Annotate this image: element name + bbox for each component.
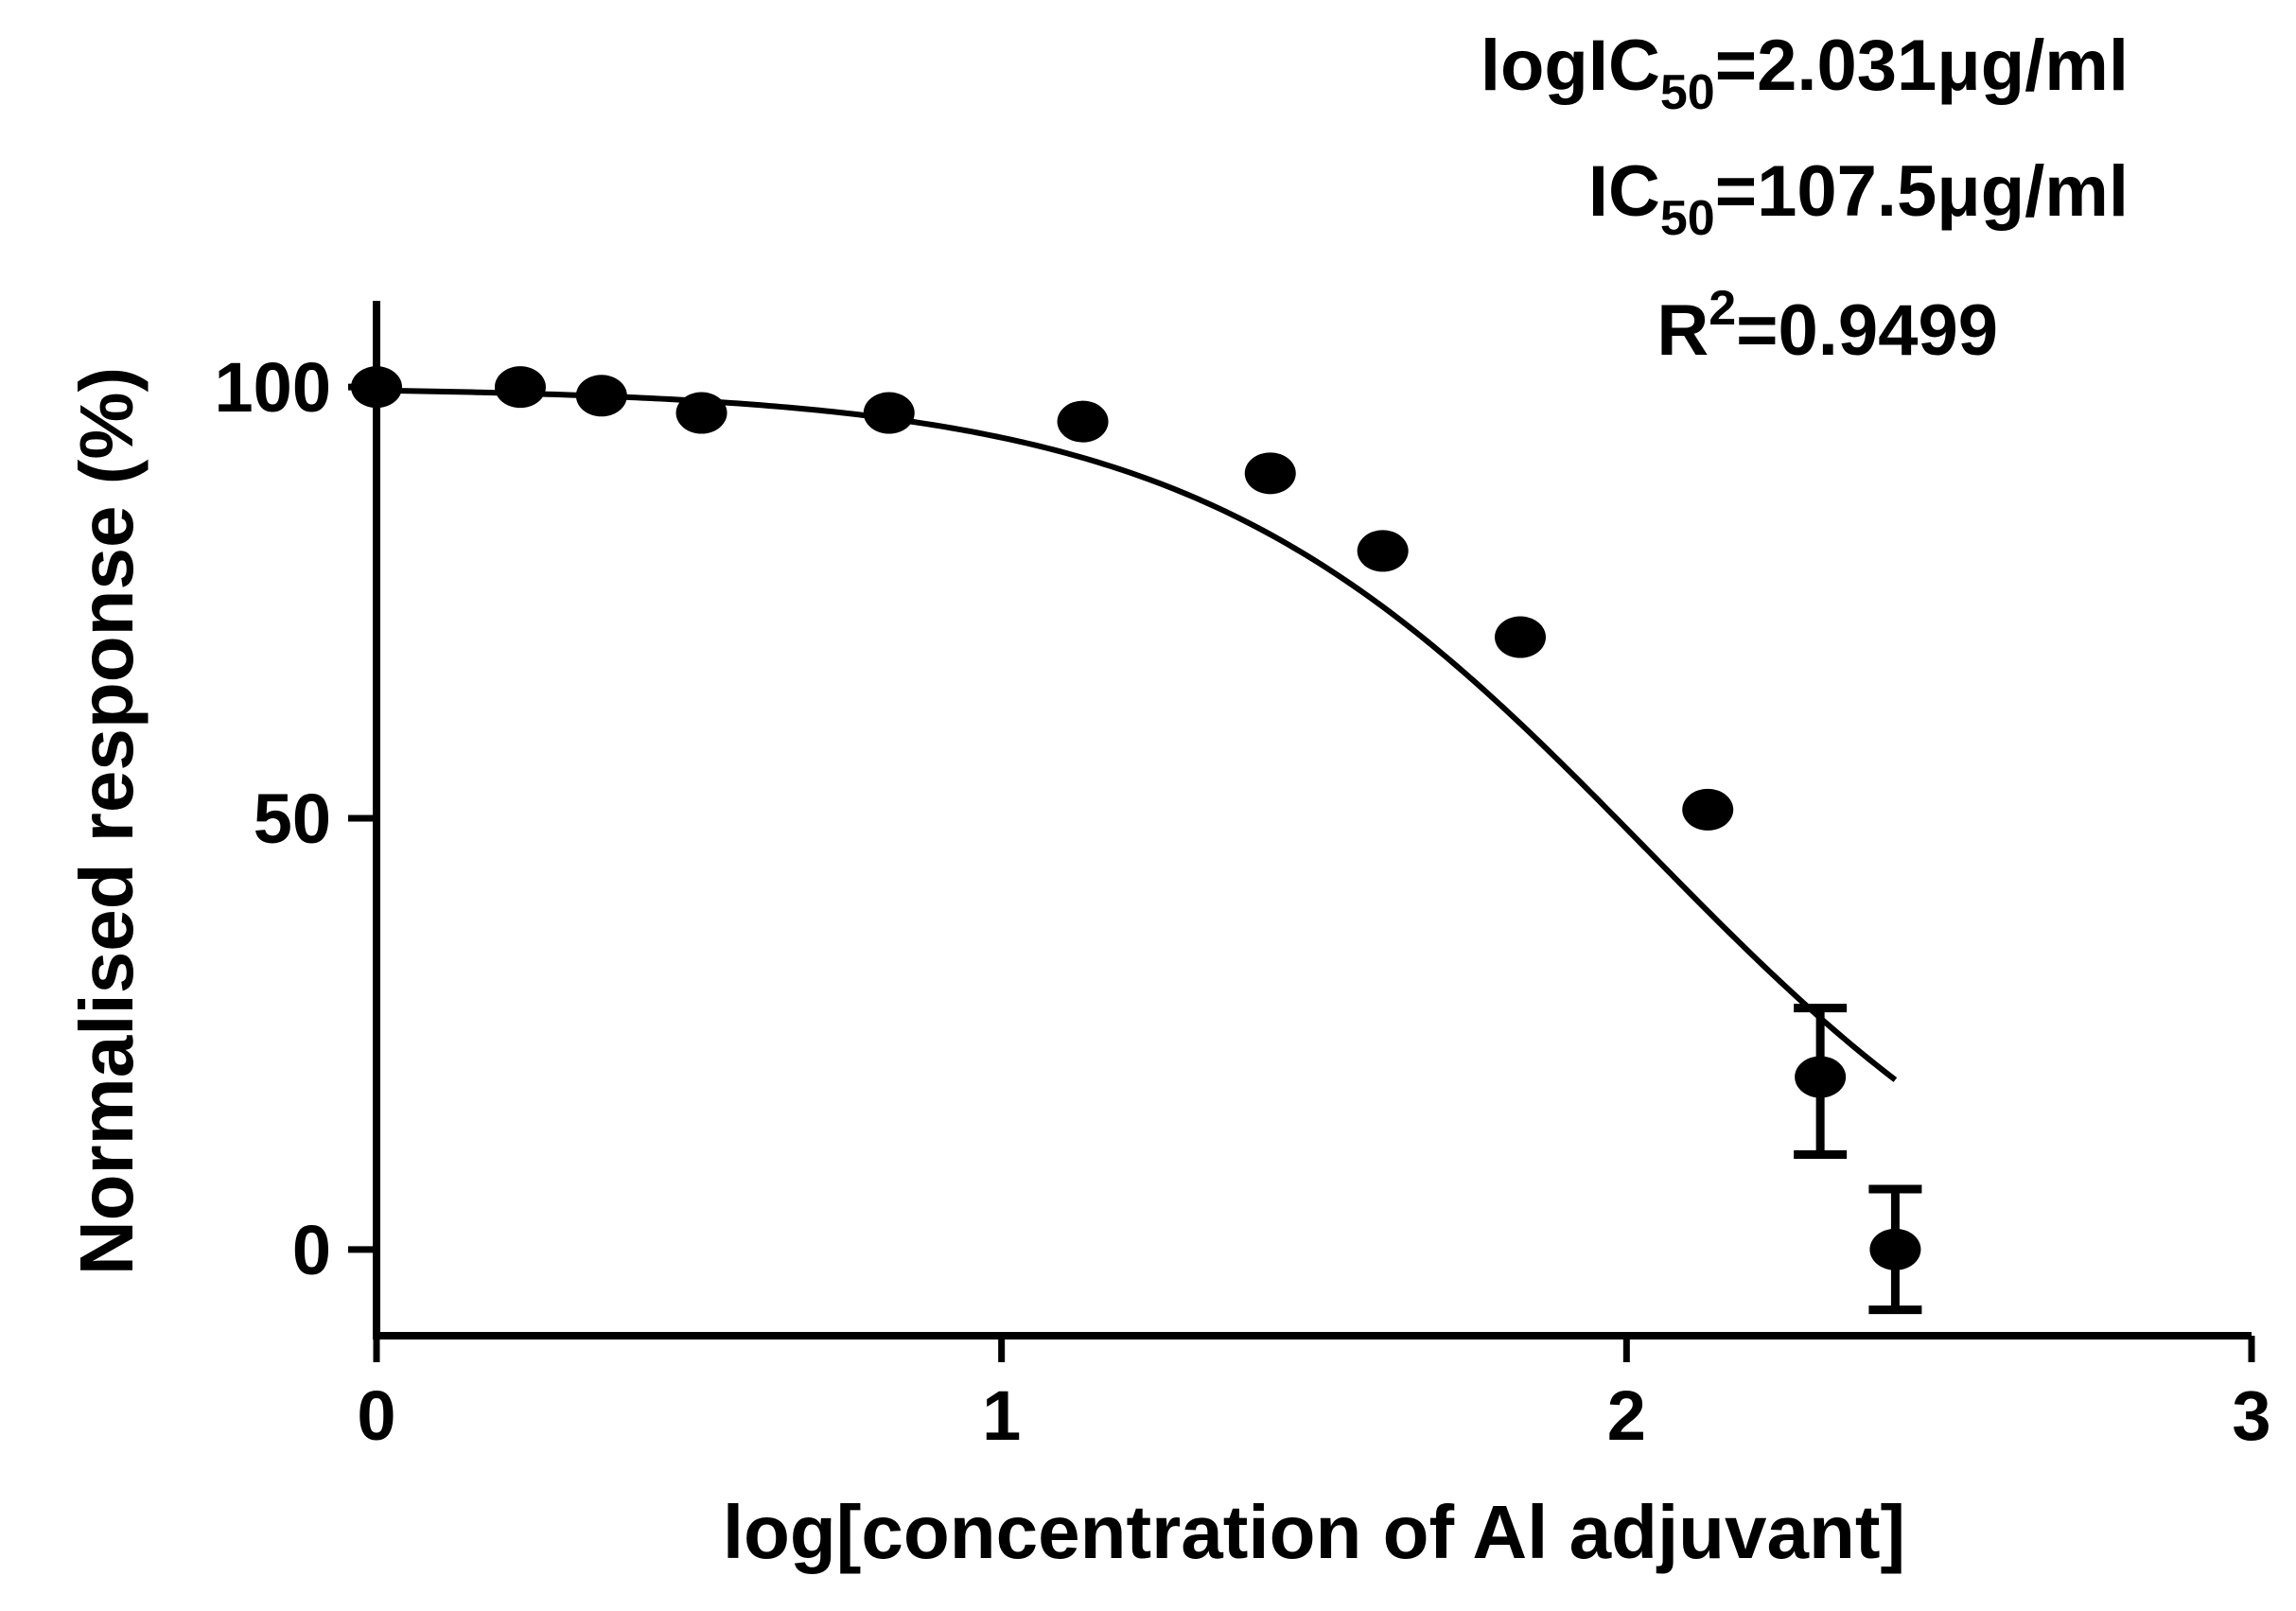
data-point — [1869, 1228, 1921, 1270]
annotation-log-ic50: logIC50=2.031μg/ml — [1481, 26, 2129, 120]
data-point — [863, 392, 915, 434]
data-point — [351, 366, 402, 409]
data-point — [1244, 452, 1296, 495]
fit-curve-layer — [376, 387, 1898, 1082]
x-tick-label: 0 — [357, 1376, 395, 1455]
fit-curve — [376, 387, 1898, 1082]
axes — [373, 301, 2252, 1340]
data-point — [675, 392, 727, 434]
annotation-ic50: IC50=107.5μg/ml — [1588, 151, 2129, 246]
data-point — [1682, 788, 1734, 831]
x-axis-label: log[concentration of Al adjuvant] — [723, 1490, 1905, 1574]
y-axis-label: Normalised response (%) — [64, 367, 149, 1275]
x-tick-label: 1 — [982, 1376, 1021, 1455]
annotation-r-squared: R2=0.9499 — [1656, 281, 1998, 371]
y-tick-label: 100 — [215, 348, 331, 427]
data-point — [1357, 530, 1409, 572]
y-tick-label: 50 — [254, 779, 331, 858]
data-point — [494, 366, 546, 409]
data-point — [575, 375, 627, 417]
data-point — [1057, 400, 1109, 443]
data-point — [1795, 1056, 1847, 1098]
data-points-layer — [351, 366, 1921, 1270]
data-point — [1495, 616, 1547, 658]
x-tick-label: 2 — [1607, 1376, 1646, 1455]
y-axis-ticks: 0 50 100 — [215, 348, 377, 1289]
x-tick-label: 3 — [2232, 1376, 2270, 1455]
y-tick-label: 0 — [292, 1211, 331, 1289]
x-axis-ticks: 0 1 2 3 — [357, 1336, 2271, 1455]
